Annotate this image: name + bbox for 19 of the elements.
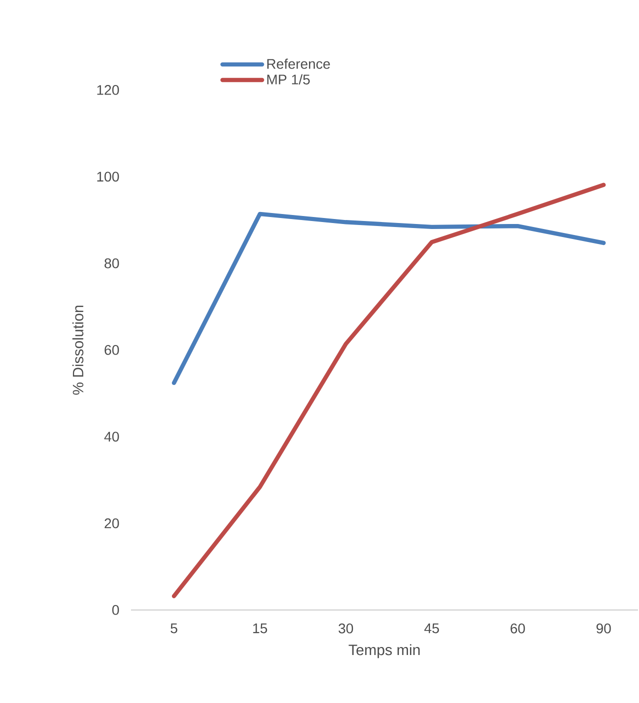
y-tick-label: 100: [97, 172, 119, 182]
legend-label: MP 1/5: [267, 74, 310, 84]
y-axis-title: % Dissolution: [72, 306, 84, 395]
x-tick-label: 5: [170, 624, 178, 634]
y-tick-label: 20: [104, 518, 119, 528]
x-axis-title: Temps min: [348, 644, 420, 658]
line-series: [172, 212, 606, 386]
x-tick-label: 60: [510, 624, 525, 634]
x-tick-label: 45: [424, 624, 439, 634]
y-tick-label: 40: [104, 432, 119, 442]
y-tick-label: 0: [112, 605, 119, 615]
y-tick-label: 60: [104, 345, 119, 355]
legend-label: Reference: [267, 58, 330, 69]
y-tick-label: 120: [97, 85, 119, 95]
x-tick-label: 15: [253, 624, 268, 634]
line-series: [172, 182, 606, 598]
x-tick-label: 90: [596, 624, 611, 634]
x-tick-label: 30: [338, 624, 354, 634]
y-tick-label: 80: [104, 258, 119, 268]
